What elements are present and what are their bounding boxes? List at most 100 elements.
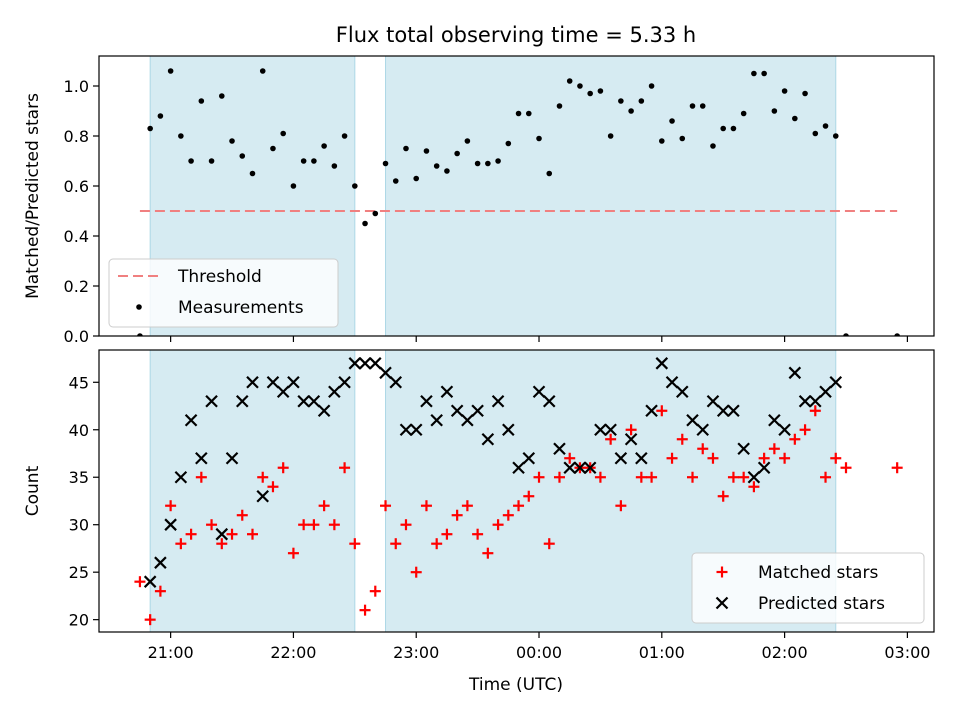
predicted-star-point xyxy=(205,394,218,408)
matched-star-point xyxy=(492,519,504,531)
predicted-star-point xyxy=(358,357,372,370)
measurement-point xyxy=(433,163,440,169)
x-axis-label: Time (UTC) xyxy=(468,675,563,695)
predicted-star-point xyxy=(389,376,403,389)
predicted-star-point xyxy=(379,366,392,380)
bottom-y-tick-label: 30 xyxy=(69,516,89,535)
measurement-point xyxy=(536,135,542,142)
legend-matched-swatch xyxy=(716,566,728,578)
predicted-star-point xyxy=(184,413,198,427)
matched-star-point xyxy=(840,462,852,474)
measurement-point xyxy=(218,93,225,99)
predicted-star-point xyxy=(369,357,382,370)
measurement-point xyxy=(474,160,481,167)
measurement-point xyxy=(239,153,246,159)
legend-predicted-swatch xyxy=(715,596,729,610)
measurement-point xyxy=(208,158,215,164)
measurement-point xyxy=(423,148,430,154)
predicted-star-point xyxy=(716,404,730,418)
bottom-y-tick-label: 20 xyxy=(69,611,89,630)
matched-star-point xyxy=(318,500,330,512)
matched-star-point xyxy=(891,462,903,474)
measurement-point xyxy=(792,115,798,122)
matched-star-point xyxy=(420,500,432,512)
predicted-star-point xyxy=(154,556,167,569)
matched-star-point xyxy=(676,433,688,445)
measurement-point xyxy=(403,145,409,152)
matched-star-point xyxy=(195,471,207,483)
measurement-point xyxy=(720,125,727,132)
matched-star-point xyxy=(380,500,392,512)
matched-star-point xyxy=(175,538,187,550)
measurement-point xyxy=(587,90,593,97)
measurement-point xyxy=(679,135,686,142)
bottom-panel: 20 25 30 35 40 45 21:00 22:00 23:00 00:00 01:00 02:… xyxy=(23,349,935,662)
predicted-star-point xyxy=(307,394,321,408)
measurement-point xyxy=(740,110,747,117)
predicted-star-point xyxy=(563,461,576,475)
predicted-star-point xyxy=(573,461,587,475)
measurement-point xyxy=(352,183,358,189)
predicted-star-point xyxy=(430,413,443,427)
predicted-star-point xyxy=(798,394,812,408)
top-y-tick-label: 0.8 xyxy=(64,127,89,146)
matched-star-point xyxy=(482,547,494,559)
predicted-star-point xyxy=(287,376,300,389)
measurement-point xyxy=(290,183,297,189)
measurement-point xyxy=(311,158,317,164)
measurement-point xyxy=(331,163,338,169)
x-tick-label: 21:00 xyxy=(148,643,194,662)
predicted-star-point xyxy=(665,376,679,389)
measurement-point xyxy=(648,83,655,89)
matched-star-point xyxy=(400,519,412,531)
matched-star-point xyxy=(513,500,525,512)
predicted-star-point xyxy=(594,423,607,437)
measurement-point xyxy=(167,68,174,74)
predicted-star-point xyxy=(195,451,208,465)
matched-star-point xyxy=(431,538,443,550)
matched-star-point xyxy=(236,509,248,521)
matched-star-point xyxy=(134,576,146,588)
predicted-star-point xyxy=(225,451,239,465)
predicted-star-point xyxy=(624,432,638,446)
predicted-star-point xyxy=(328,385,341,399)
measurement-point xyxy=(157,113,164,119)
predicted-star-point xyxy=(778,423,791,437)
measurement-point xyxy=(372,210,379,217)
predicted-star-point xyxy=(420,394,433,408)
predicted-star-point xyxy=(655,357,669,370)
matched-star-point xyxy=(635,471,647,483)
measurement-point xyxy=(546,170,553,177)
matched-star-point xyxy=(226,528,238,540)
measurement-point xyxy=(229,138,235,144)
measurement-point xyxy=(566,78,573,84)
matched-star-point xyxy=(308,519,320,531)
predicted-star-point xyxy=(686,413,699,427)
matched-star-point xyxy=(779,452,791,464)
matched-star-point xyxy=(461,500,473,512)
predicted-star-point xyxy=(502,423,515,437)
measurement-point xyxy=(188,158,194,164)
measurement-point xyxy=(781,88,788,94)
predicted-star-point xyxy=(215,527,229,541)
matched-star-point xyxy=(390,538,402,550)
measurement-point xyxy=(771,108,778,114)
matched-star-point xyxy=(789,433,801,445)
top-y-axis-label: Matched/Predicted stars xyxy=(23,93,43,299)
predicted-star-point xyxy=(635,451,648,465)
measurement-point xyxy=(249,170,256,177)
predicted-star-point xyxy=(471,404,484,418)
chart-title: Flux total observing time = 5.33 h xyxy=(336,23,696,47)
predicted-star-point xyxy=(174,470,188,484)
measurement-point xyxy=(597,88,604,94)
matched-star-point xyxy=(206,519,218,531)
matched-star-point xyxy=(605,433,617,445)
bottom-axes-frame xyxy=(98,349,935,633)
matched-star-point xyxy=(820,471,832,483)
predicted-star-point xyxy=(819,385,832,399)
x-tick-label: 00:00 xyxy=(516,643,562,662)
measurement-point xyxy=(321,143,327,149)
matched-star-point xyxy=(165,500,177,512)
measurement-point xyxy=(259,68,266,74)
matched-star-point xyxy=(410,566,422,578)
